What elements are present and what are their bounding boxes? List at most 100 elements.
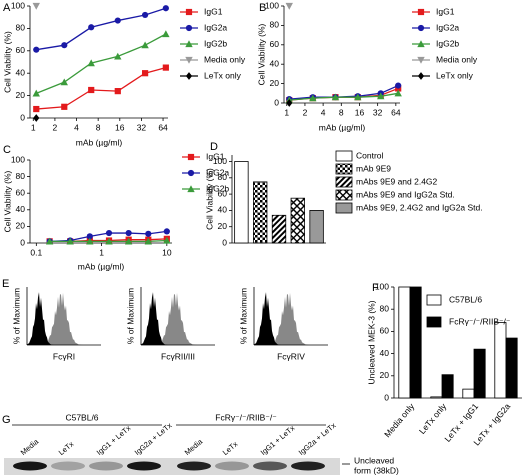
x-axis-label: FcγRI xyxy=(53,351,75,361)
bar xyxy=(430,396,443,399)
legend-label: IgG2b xyxy=(204,38,227,48)
bar xyxy=(309,210,324,244)
legend-label: IgG1 xyxy=(204,6,223,16)
data-point xyxy=(395,82,402,89)
y-tick-label: 0 xyxy=(274,97,279,107)
legend-label: FcRγ⁻/⁻/RIIB⁻/⁻ xyxy=(449,316,511,326)
legend-marker xyxy=(185,24,193,32)
x-tick-label: 1 xyxy=(99,247,104,257)
x-tick-label: 4 xyxy=(321,107,326,117)
data-point xyxy=(377,92,385,100)
legend-marker xyxy=(185,8,193,16)
bar xyxy=(462,388,475,399)
isotype-histogram xyxy=(141,292,215,345)
y-tick-label: 0 xyxy=(20,112,25,122)
band xyxy=(13,461,47,471)
y-tick-label: 60 xyxy=(380,326,390,336)
y-axis-label: Cell Viability (%) xyxy=(2,31,12,93)
x-axis-label: mAb (µg/ml) xyxy=(76,137,123,147)
data-point xyxy=(86,233,93,240)
x-tick-label: 32 xyxy=(373,107,383,117)
data-point xyxy=(32,89,40,97)
legend-marker xyxy=(187,185,195,193)
y-axis-label: % of Maximum xyxy=(11,288,21,344)
y-tick-label: 40 xyxy=(380,348,390,358)
y-tick-label: 80 xyxy=(380,303,390,313)
legend-marker xyxy=(417,56,425,64)
y-tick-label: 60 xyxy=(218,188,228,198)
data-point xyxy=(285,2,293,10)
data-point xyxy=(162,5,169,12)
data-point xyxy=(114,88,121,95)
data-point xyxy=(162,64,169,71)
y-tick-label: 80 xyxy=(16,23,26,33)
panel-label: D xyxy=(210,141,218,153)
legend-label: IgG1 xyxy=(206,151,225,161)
y-tick-label: 80 xyxy=(270,20,280,30)
bar xyxy=(290,197,305,244)
data-point xyxy=(162,30,170,38)
data-point xyxy=(32,2,40,10)
x-tick-label: 4 xyxy=(74,122,79,132)
y-tick-label: 20 xyxy=(270,78,280,88)
data-point xyxy=(354,93,362,101)
y-tick-label: 0 xyxy=(222,237,227,247)
stained-histogram xyxy=(27,292,101,345)
y-tick-label: 20 xyxy=(218,221,228,231)
series-line xyxy=(36,33,167,94)
data-point xyxy=(88,24,95,31)
bar xyxy=(409,286,422,399)
legend-marker xyxy=(417,72,425,80)
isotype-histogram xyxy=(254,292,328,345)
group-label: C57BL/6 xyxy=(65,412,98,422)
y-tick-label: 20 xyxy=(16,221,26,231)
y-tick-label: 60 xyxy=(16,187,26,197)
legend-marker xyxy=(185,56,193,64)
lane-label: Media xyxy=(19,436,41,457)
legend-swatch xyxy=(335,163,353,175)
band xyxy=(51,461,85,471)
legend-swatch xyxy=(335,176,353,188)
legend-label: IgG1 xyxy=(436,6,455,16)
legend-label: mAb 9E9 xyxy=(356,163,391,173)
legend-marker xyxy=(417,24,425,32)
data-point xyxy=(163,228,170,235)
x-tick-label: 10 xyxy=(162,247,172,257)
lane-label: Media xyxy=(183,436,205,457)
x-tick-label: 2 xyxy=(53,122,58,132)
bar xyxy=(234,161,249,244)
legend-swatch xyxy=(426,316,442,328)
lane-label: IgG1 + LeTx xyxy=(95,423,133,457)
data-point xyxy=(114,52,122,60)
band-label: form (38kD) xyxy=(354,465,399,475)
y-tick-label: 100 xyxy=(11,154,25,164)
panel-label: B xyxy=(259,2,266,14)
x-tick-label: 2 xyxy=(303,107,308,117)
lane-label: LeTx xyxy=(221,439,240,457)
band xyxy=(215,461,249,471)
data-point xyxy=(33,46,40,53)
y-tick-label: 20 xyxy=(380,370,390,380)
x-tick-label: 64 xyxy=(391,107,401,117)
x-axis-label: mAb (µg/ml) xyxy=(78,261,125,271)
x-tick-label: 64 xyxy=(158,122,168,132)
legend-label: Media only xyxy=(436,54,478,64)
y-tick-label: 40 xyxy=(16,204,26,214)
x-axis-label: FcγRII/III xyxy=(161,351,195,361)
bar xyxy=(505,337,518,399)
legend-marker xyxy=(417,8,425,16)
panel-label: G xyxy=(2,414,11,426)
x-tick-label: 0.1 xyxy=(30,247,42,257)
y-axis-label: Cell Viability (%) xyxy=(256,23,266,85)
data-point xyxy=(144,237,153,245)
series-line xyxy=(289,92,399,101)
y-tick-label: 100 xyxy=(11,0,25,10)
legend-label: Media only xyxy=(204,54,246,64)
y-tick-label: 60 xyxy=(16,45,26,55)
x-tick-label: 16 xyxy=(115,122,125,132)
isotype-histogram xyxy=(27,292,101,345)
y-tick-label: 100 xyxy=(265,0,279,10)
x-tick-label: 32 xyxy=(137,122,147,132)
lane-label: IgG2a + LeTx xyxy=(297,421,338,457)
